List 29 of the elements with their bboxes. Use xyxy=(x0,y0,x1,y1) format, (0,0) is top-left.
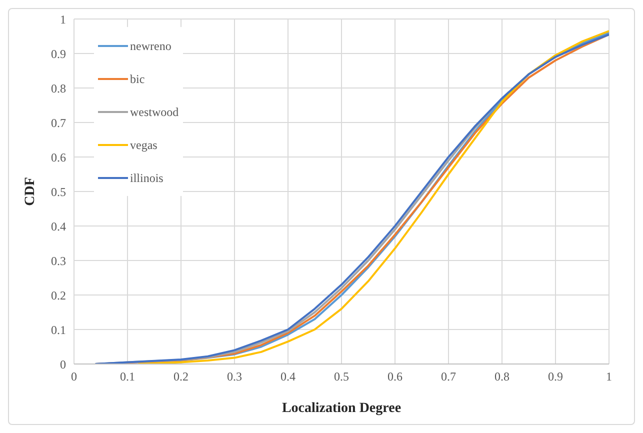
y-tick-label: 0.2 xyxy=(51,288,66,302)
y-tick-label: 0.5 xyxy=(51,184,66,199)
x-tick-label: 0.3 xyxy=(227,370,242,384)
x-tick-label: 0.2 xyxy=(174,370,188,384)
y-tick-label: 0 xyxy=(60,357,66,372)
legend-label: vegas xyxy=(130,136,158,154)
y-tick-label: 1 xyxy=(60,12,66,26)
y-tick-label: 0.1 xyxy=(51,322,66,337)
y-axis-title: CDF xyxy=(22,177,38,206)
legend-label: illinois xyxy=(130,170,164,186)
x-tick-label: 0.4 xyxy=(280,370,296,384)
y-tick-label: 0.4 xyxy=(51,219,66,234)
x-axis-title: Localization Degree xyxy=(282,401,402,416)
x-tick-label: 0.1 xyxy=(120,370,135,384)
legend-label: bic xyxy=(130,70,145,88)
x-tick-label: 0 xyxy=(71,370,77,384)
legend-label: westwood xyxy=(130,104,179,120)
y-tick-label: 0.3 xyxy=(51,254,66,268)
x-tick-label: 0.7 xyxy=(441,370,456,384)
y-tick-label: 0.6 xyxy=(51,150,66,164)
y-tick-label: 0.9 xyxy=(51,46,66,61)
legend-label: newreno xyxy=(130,38,172,54)
x-tick-label: 1 xyxy=(606,370,612,384)
x-tick-label: 0.8 xyxy=(494,370,510,384)
x-tick-label: 0.5 xyxy=(334,370,349,384)
x-tick-label: 0.9 xyxy=(548,370,563,384)
y-tick-label: 0.8 xyxy=(51,81,66,96)
x-tick-label: 0.6 xyxy=(388,370,402,384)
y-tick-label: 0.7 xyxy=(51,116,66,130)
